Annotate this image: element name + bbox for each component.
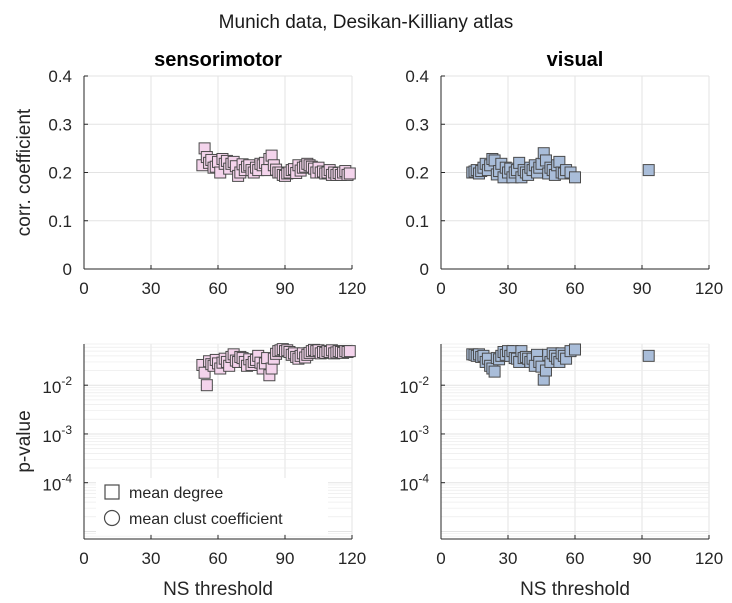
- x-tick-label: 60: [566, 279, 585, 298]
- y-tick-label: 0.4: [405, 67, 429, 86]
- y-tick-label: 0: [420, 260, 429, 279]
- y-axis-label: corr. coefficient: [14, 108, 35, 236]
- x-tick-label: 90: [276, 279, 295, 298]
- x-tick-label: 30: [499, 549, 518, 568]
- x-tick-label: 90: [633, 279, 652, 298]
- y-tick-label: 10-2: [399, 374, 429, 397]
- y-tick-label: 0.3: [405, 115, 429, 134]
- panel-visual-pval: 0 30 60 90 120 10-2 10-3 10-4 NS threshold: [399, 343, 723, 600]
- data-points: [196, 142, 356, 182]
- x-tick-label: 0: [436, 549, 445, 568]
- data-points: [466, 343, 655, 386]
- y-tick-label: 0.2: [48, 164, 72, 183]
- y-tick-label: 0.1: [405, 212, 429, 231]
- x-tick-label: 60: [209, 279, 228, 298]
- y-tick-label: 0.4: [48, 67, 72, 86]
- data-point: [642, 164, 655, 177]
- x-tick-label: 90: [276, 549, 295, 568]
- y-tick-label: 10-3: [399, 423, 429, 446]
- x-tick-label: 60: [566, 549, 585, 568]
- panel-sensorimotor-pval: 0 30 60 90 120 10-2 10-3 10-4 NS threshold p-valu…: [14, 343, 366, 600]
- data-point: [569, 171, 581, 184]
- x-tick-label: 0: [79, 279, 88, 298]
- panel-sensorimotor-corr: 0 30 60 90 120 0 0.1 0.2 0.3 0.4 sensorimotor corr.…: [14, 49, 366, 298]
- y-tick-label: 0: [63, 260, 72, 279]
- legend-box: [96, 478, 328, 534]
- x-tick-label: 120: [695, 279, 723, 298]
- x-tick-label: 0: [436, 279, 445, 298]
- y-tick-label: 0.3: [48, 115, 72, 134]
- data-point: [343, 345, 356, 358]
- legend-label: mean clust coefficient: [129, 511, 283, 528]
- panel-title: visual: [547, 49, 604, 71]
- y-tick-label: 0.2: [405, 164, 429, 183]
- x-tick-label: 30: [142, 279, 161, 298]
- data-points: [196, 343, 356, 392]
- data-point: [343, 167, 356, 180]
- data-point: [569, 343, 581, 356]
- x-tick-label: 120: [338, 279, 366, 298]
- y-tick-label: 10-3: [42, 423, 72, 446]
- panel-title: sensorimotor: [154, 49, 282, 71]
- legend-marker-circle: [103, 509, 121, 527]
- x-tick-label: 0: [79, 549, 88, 568]
- data-point: [198, 366, 211, 379]
- legend: mean degree mean clust coefficient: [96, 478, 328, 534]
- y-tick-label: 0.1: [48, 212, 72, 231]
- x-axis-label: NS threshold: [520, 579, 630, 600]
- panel-visual-corr: 0 30 60 90 120 0 0.1 0.2 0.3 0.4 visual: [405, 49, 723, 298]
- data-point: [488, 365, 501, 378]
- x-tick-label: 30: [499, 279, 518, 298]
- x-axis-label: NS threshold: [163, 579, 273, 600]
- legend-label: mean degree: [129, 485, 223, 502]
- y-axis-label: p-value: [14, 410, 35, 472]
- data-point: [642, 349, 655, 362]
- x-tick-label: 90: [633, 549, 652, 568]
- figure-title: Munich data, Desikan-Killiany atlas: [219, 12, 514, 33]
- data-point: [200, 379, 213, 392]
- x-tick-label: 120: [695, 549, 723, 568]
- x-tick-label: 120: [338, 549, 366, 568]
- y-tick-label: 10-2: [42, 374, 72, 397]
- y-tick-label: 10-4: [399, 472, 429, 495]
- legend-marker-square: [104, 484, 120, 500]
- data-points: [466, 147, 655, 184]
- y-tick-label: 10-4: [42, 472, 72, 495]
- x-tick-label: 60: [209, 549, 228, 568]
- x-tick-label: 30: [142, 549, 161, 568]
